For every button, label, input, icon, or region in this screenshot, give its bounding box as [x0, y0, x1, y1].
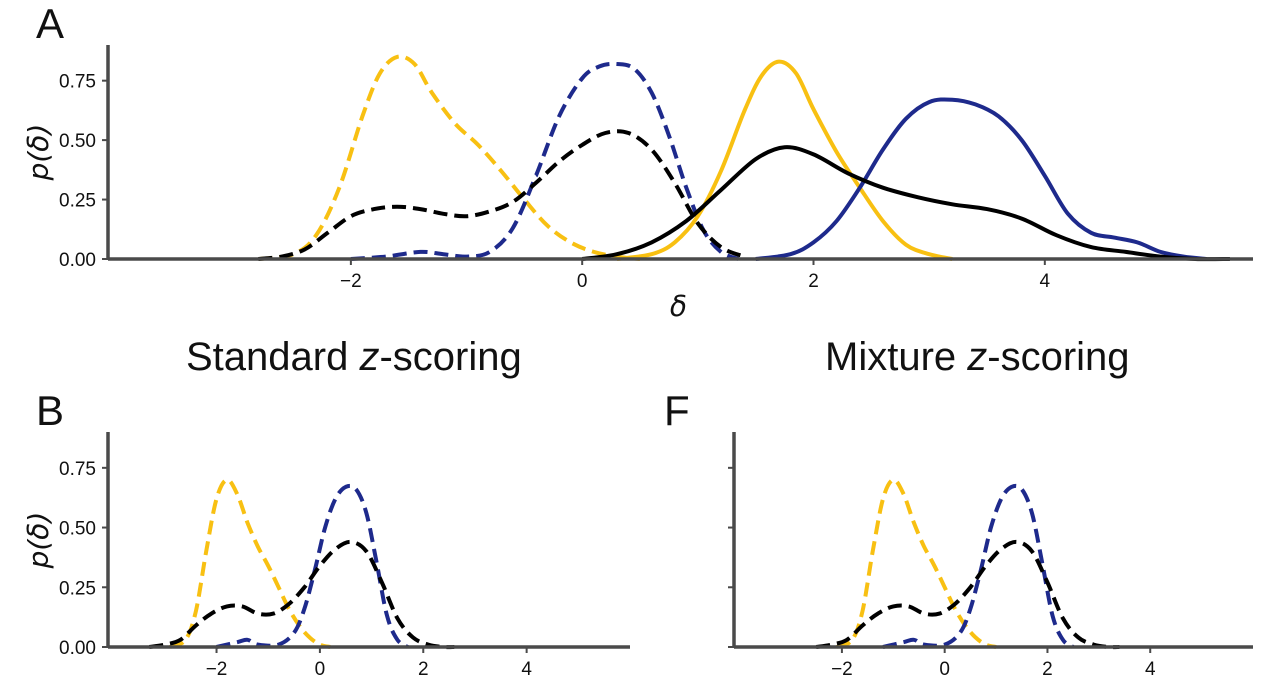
panel-b-y-tick-label: 0.25 [59, 578, 96, 599]
panel-f-x-tick-label: −2 [831, 659, 853, 677]
panel-f-x-tick-label: 4 [1145, 659, 1156, 677]
panel-a-y-label: p(δ) [22, 124, 55, 182]
panel-a-x-tick-label: 2 [808, 271, 819, 292]
panel-b-x-tick-label: 4 [521, 659, 532, 677]
panel-a-gold-solid-curve [616, 59, 953, 261]
panel-f-black-dashed-curve [815, 539, 1120, 650]
panel-a-label: A [36, 0, 64, 47]
panel-a-gold-dashed-curve [258, 54, 641, 261]
panel-a-y-tick-label: 0.75 [59, 72, 96, 93]
panel-a-black-dashed-curve [258, 129, 745, 261]
panel-b-y-tick-label: 0.50 [59, 519, 96, 540]
panel-f-gold-dashed-curve [835, 477, 997, 649]
panel-a-y-tick-label: 0.00 [59, 250, 96, 271]
panel-a-x-label: δ [670, 290, 687, 323]
panel-b-y-label: p(δ) [22, 512, 55, 570]
panel-b-label: B [36, 387, 64, 434]
panel-f-x-tick-label: 2 [1042, 659, 1053, 677]
panel-a: −2 0 2 4 0.00 0.25 0.50 0.75 p(δ) δ [22, 45, 1253, 323]
panel-b-x-tick-label: 0 [315, 659, 326, 677]
panel-a-navy-dashed-curve [350, 61, 740, 261]
panel-f-label: F [664, 387, 690, 434]
panel-f-x-tick-label: 0 [939, 659, 950, 677]
section-title-mixture: Mixture z-scoring [825, 335, 1130, 379]
panel-b-x-tick-label: 2 [418, 659, 429, 677]
panel-a-x-tick-label: 0 [577, 271, 588, 292]
panel-b: −2 0 2 4 0.00 0.25 0.50 0.75 p(δ) [22, 432, 630, 677]
panel-a-black-solid-curve [581, 145, 1230, 262]
panel-a-y-tick-label: 0.25 [59, 191, 96, 212]
panel-a-y-tick-label: 0.50 [59, 131, 96, 152]
panel-a-x-tick-label: 4 [1040, 271, 1051, 292]
panel-a-x-tick-label: −2 [340, 271, 362, 292]
panel-b-y-tick-label: 0.75 [59, 459, 96, 480]
panel-b-x-tick-label: −2 [206, 659, 228, 677]
panel-b-gold-dashed-curve [169, 477, 331, 649]
section-title-standard: Standard z-scoring [186, 335, 522, 379]
panel-f: −2 0 2 4 [728, 432, 1253, 677]
panel-a-navy-solid-curve [755, 97, 1207, 261]
panel-b-y-tick-label: 0.00 [59, 638, 96, 659]
panel-b-black-dashed-curve [148, 539, 455, 650]
